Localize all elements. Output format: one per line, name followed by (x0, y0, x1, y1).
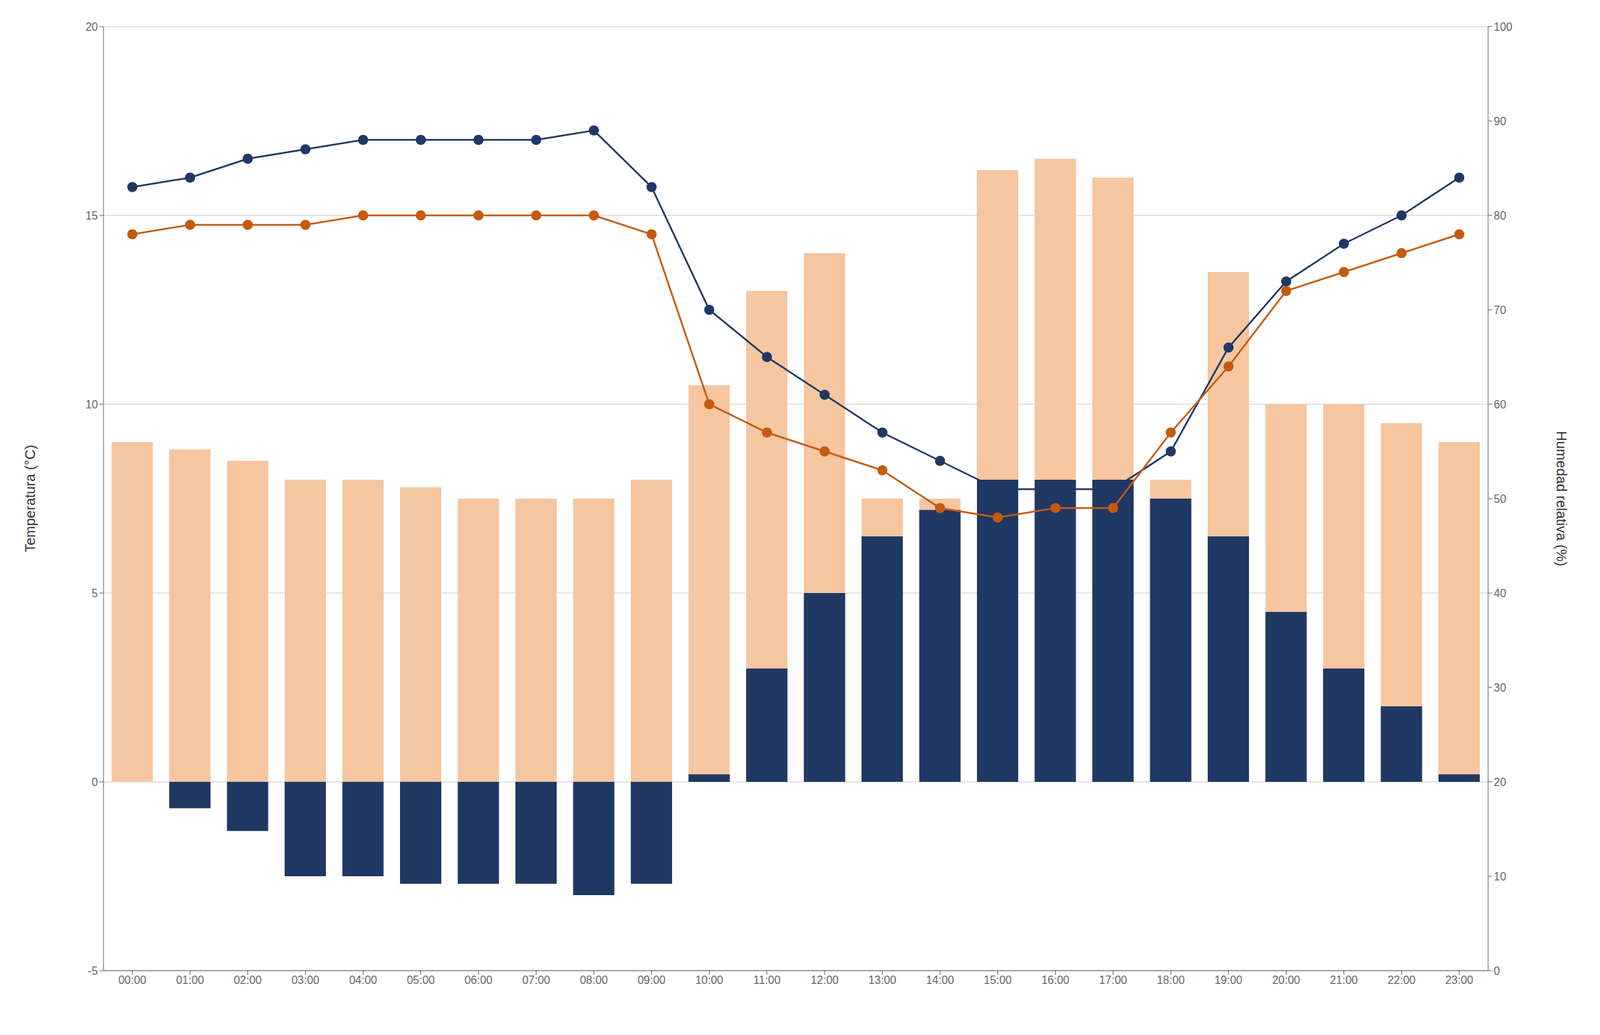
svg-text:07:00: 07:00 (522, 974, 551, 987)
svg-text:08:00: 08:00 (579, 974, 608, 987)
svg-text:11:00: 11:00 (753, 974, 781, 987)
svg-text:-5: -5 (88, 965, 98, 977)
svg-text:80: 80 (1493, 209, 1507, 222)
svg-text:70: 70 (1493, 304, 1507, 317)
svg-text:10:00: 10:00 (695, 974, 724, 987)
svg-text:09:00: 09:00 (637, 974, 666, 987)
svg-text:16:00: 16:00 (1041, 974, 1070, 987)
svg-text:15:00: 15:00 (983, 974, 1012, 987)
svg-text:14:00: 14:00 (925, 974, 954, 987)
svg-text:21:00: 21:00 (1330, 974, 1359, 987)
svg-text:12:00: 12:00 (810, 974, 839, 987)
svg-text:60: 60 (1493, 398, 1507, 411)
svg-text:Humedad relativa (%): Humedad relativa (%) (1553, 430, 1570, 566)
svg-text:22:00: 22:00 (1387, 974, 1416, 987)
svg-text:00:00: 00:00 (118, 974, 147, 987)
svg-text:06:00: 06:00 (464, 974, 493, 987)
svg-text:23:00: 23:00 (1445, 974, 1474, 987)
svg-text:17:00: 17:00 (1099, 974, 1128, 987)
svg-text:10: 10 (85, 398, 98, 411)
svg-text:5: 5 (91, 587, 98, 600)
svg-text:05:00: 05:00 (406, 974, 435, 987)
svg-text:50: 50 (1493, 493, 1507, 505)
svg-text:20: 20 (85, 20, 98, 33)
svg-text:100: 100 (1493, 20, 1513, 33)
svg-text:20:00: 20:00 (1272, 974, 1300, 987)
svg-text:30: 30 (1493, 681, 1507, 694)
svg-text:19:00: 19:00 (1214, 974, 1243, 987)
svg-text:04:00: 04:00 (348, 974, 377, 987)
svg-text:18:00: 18:00 (1156, 974, 1185, 987)
svg-text:90: 90 (1493, 115, 1507, 128)
svg-text:13:00: 13:00 (868, 974, 897, 987)
svg-text:0: 0 (1493, 965, 1500, 977)
svg-text:40: 40 (1493, 587, 1507, 600)
svg-text:0: 0 (91, 776, 98, 789)
svg-text:10: 10 (1493, 870, 1507, 883)
svg-text:20: 20 (1493, 776, 1507, 789)
svg-text:Temperatura (°C): Temperatura (°C) (22, 444, 38, 553)
svg-text:01:00: 01:00 (176, 974, 205, 987)
svg-text:15: 15 (85, 209, 98, 222)
svg-text:03:00: 03:00 (291, 974, 320, 987)
svg-text:02:00: 02:00 (233, 974, 262, 987)
